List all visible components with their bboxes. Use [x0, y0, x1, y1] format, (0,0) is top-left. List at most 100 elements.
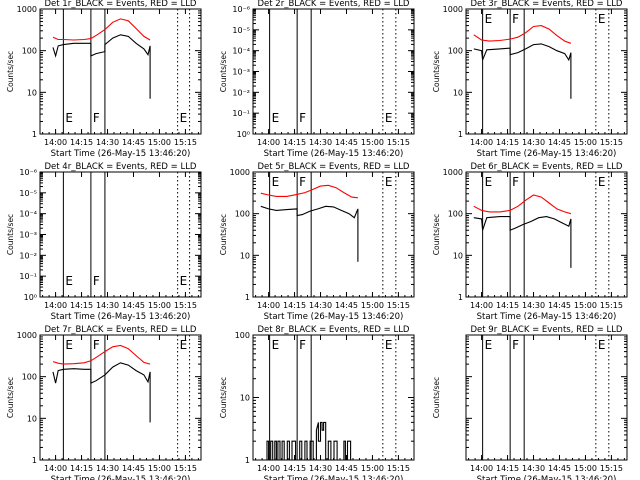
x-tick-label: 15:15: [600, 464, 623, 473]
x-tick-label: 14:45: [335, 464, 358, 473]
x-tick-label: 15:15: [387, 464, 410, 473]
x-tick-label: 14:45: [122, 138, 145, 147]
panel-title: Det 1r_BLACK = Events, RED = LLD: [45, 0, 197, 9]
x-tick-label: 15:00: [361, 138, 384, 147]
events-series-line: [266, 421, 352, 461]
panel-title: Det 6r_BLACK = Events, RED = LLD: [471, 162, 623, 172]
y-tick-label: 1: [245, 456, 250, 465]
y-tick-label: 1: [32, 456, 37, 465]
y-axis-label: Counts/sec: [432, 214, 441, 255]
event-marker-label: E: [180, 111, 188, 125]
x-tick-label: 15:00: [148, 464, 171, 473]
event-marker-label: F: [299, 338, 306, 352]
x-tick-label: 15:15: [174, 138, 197, 147]
event-marker-label: F: [299, 111, 306, 125]
detector-panel: Det 8r_BLACK = Events, RED = LLD 14:00 14:…: [219, 325, 415, 480]
x-axis-label: Start Time (26-May-15 13:46:20): [264, 475, 404, 480]
x-tick-label: 14:45: [548, 301, 571, 310]
x-axis-label: Start Time (26-May-15 13:46:20): [51, 149, 191, 159]
x-tick-label: 14:00: [44, 301, 67, 310]
panel-title: Det 8r_BLACK = Events, RED = LLD: [258, 325, 410, 335]
y-axis-label: Counts/sec: [6, 214, 15, 255]
y-axis-label: Counts/sec: [219, 377, 228, 418]
x-tick-label: 15:15: [387, 301, 410, 310]
x-tick-label: 15:00: [361, 464, 384, 473]
x-tick-label: 15:15: [387, 138, 410, 147]
x-tick-label: 15:00: [574, 464, 597, 473]
x-tick-label: 14:00: [257, 138, 280, 147]
x-axis-label: Start Time (26-May-15 13:46:20): [477, 312, 617, 322]
y-tick-label: 10: [240, 394, 250, 403]
y-tick-label: 10: [453, 251, 463, 260]
event-marker-label: F: [512, 175, 519, 189]
events-series-line: [260, 205, 359, 262]
y-axis-label: Counts/sec: [6, 377, 15, 418]
y-axis-label: Counts/sec: [219, 51, 228, 92]
y-tick-label: 10⁻⁴: [232, 47, 250, 56]
x-tick-label: 14:00: [257, 464, 280, 473]
x-axis-label: Start Time (26-May-15 13:46:20): [264, 149, 404, 159]
x-tick-label: 14:15: [70, 464, 93, 473]
y-tick-label: 10⁻³: [19, 231, 37, 240]
x-tick-label: 14:45: [548, 138, 571, 147]
x-tick-label: 15:15: [600, 301, 623, 310]
panel-title: Det 4r_BLACK = Events, RED = LLD: [45, 162, 197, 172]
y-tick-label: 10⁰: [24, 293, 37, 302]
x-tick-label: 14:45: [335, 138, 358, 147]
y-axis-label: Counts/sec: [432, 377, 441, 418]
y-tick-label: 100: [448, 210, 463, 219]
y-tick-label: 1: [245, 293, 250, 302]
plot-frame: [39, 8, 202, 135]
x-tick-label: 14:30: [522, 138, 545, 147]
x-tick-label: 14:00: [470, 464, 493, 473]
x-tick-label: 14:30: [522, 464, 545, 473]
lld-series-line: [473, 25, 572, 44]
lld-series-line: [473, 194, 572, 215]
events-series-line: [52, 362, 151, 423]
events-series-line: [473, 216, 572, 268]
x-tick-label: 14:45: [122, 301, 145, 310]
lld-series-line: [52, 18, 151, 41]
events-series-line: [473, 43, 572, 99]
y-tick-label: 1000: [443, 168, 463, 177]
x-tick-label: 14:30: [522, 301, 545, 310]
event-marker-label: E: [180, 274, 188, 288]
event-marker-label: E: [385, 111, 393, 125]
x-tick-label: 14:30: [96, 301, 119, 310]
event-marker-label: E: [272, 175, 280, 189]
y-tick-label: 10⁻²: [232, 88, 250, 97]
x-axis-label: Start Time (26-May-15 13:46:20): [477, 149, 617, 159]
x-tick-label: 14:00: [257, 301, 280, 310]
y-tick-label: 10: [27, 414, 37, 423]
plot-frame: [252, 171, 415, 298]
y-tick-label: 1: [458, 130, 463, 139]
x-tick-label: 14:00: [44, 138, 67, 147]
event-marker-label: E: [272, 111, 280, 125]
detector-panel: Det 4r_BLACK = Events, RED = LLD 14:00 14:…: [6, 162, 202, 322]
event-marker-label: E: [180, 338, 188, 352]
x-tick-label: 14:00: [470, 138, 493, 147]
panel-title: Det 3r_BLACK = Events, RED = LLD: [471, 0, 623, 9]
y-tick-label: 10: [453, 88, 463, 97]
x-tick-label: 15:00: [148, 301, 171, 310]
x-tick-label: 14:15: [283, 138, 306, 147]
event-marker-label: E: [485, 175, 493, 189]
event-marker-label: F: [93, 111, 100, 125]
plot-frame: [39, 334, 202, 461]
y-axis-label: Counts/sec: [432, 51, 441, 92]
x-tick-label: 15:00: [574, 138, 597, 147]
event-marker-label: F: [93, 274, 100, 288]
panel-title: Det 7r_BLACK = Events, RED = LLD: [45, 325, 197, 335]
y-tick-label: 1: [458, 293, 463, 302]
y-tick-label: 100: [235, 331, 250, 340]
x-tick-label: 14:15: [283, 301, 306, 310]
y-tick-label: 10⁻⁴: [19, 210, 37, 219]
y-tick-label: 100: [235, 210, 250, 219]
x-axis-label: Start Time (26-May-15 13:46:20): [477, 475, 617, 480]
